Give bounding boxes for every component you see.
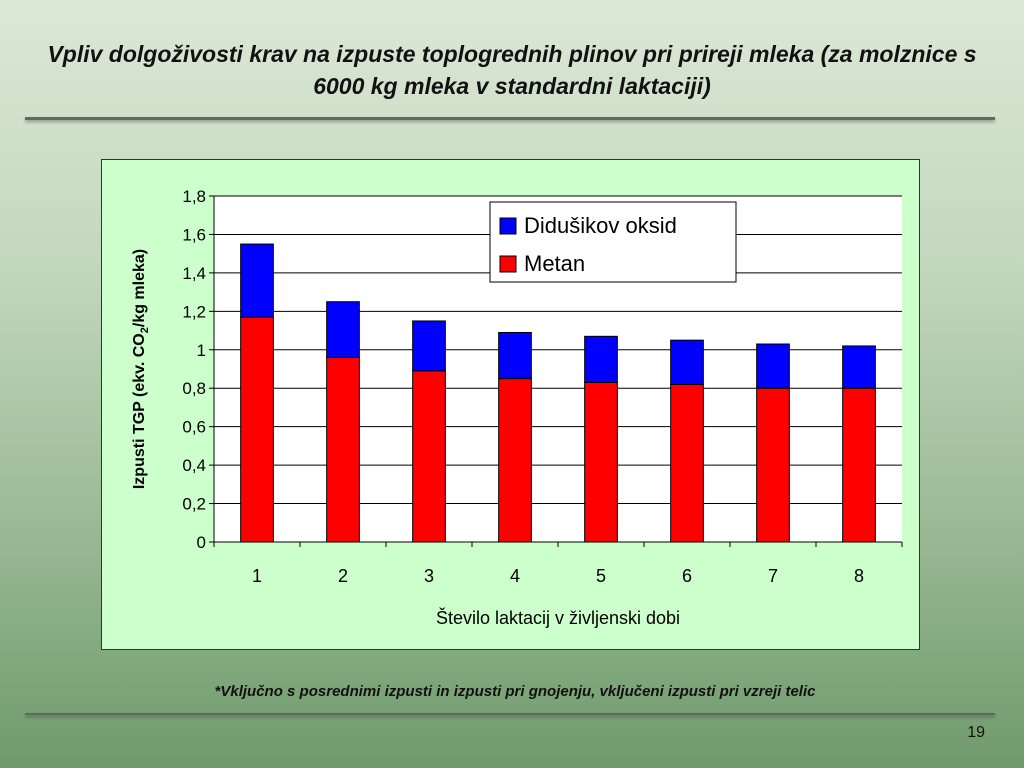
y-tick-label: 0,2 xyxy=(182,495,206,514)
bar-didu-ikov-oksid xyxy=(584,335,618,383)
x-tick-label: 4 xyxy=(510,566,520,586)
y-tick-label: 0,8 xyxy=(182,379,206,398)
slide-title: Vpliv dolgoživosti krav na izpuste toplo… xyxy=(47,41,977,99)
x-tick-label: 3 xyxy=(424,566,434,586)
bar-metan xyxy=(756,387,790,543)
footnote: *Vključno s posrednimi izpusti in izpust… xyxy=(214,683,816,700)
y-tick-label: 1,8 xyxy=(182,187,206,206)
title-divider xyxy=(25,117,995,120)
bar-didu-ikov-oksid xyxy=(670,339,704,385)
legend-box xyxy=(489,201,737,283)
x-tick-label: 2 xyxy=(338,566,348,586)
legend-swatch-metan xyxy=(499,255,517,273)
x-tick-label: 5 xyxy=(596,566,606,586)
bar-metan xyxy=(498,378,532,543)
y-axis-label-tail: /kg mleka) xyxy=(131,249,148,327)
bar-metan xyxy=(584,381,618,543)
bar-metan xyxy=(412,370,446,543)
legend-label: Didušikov oksid xyxy=(524,213,677,238)
y-tick-label: 0,6 xyxy=(182,418,206,437)
bar-didu-ikov-oksid xyxy=(498,331,532,380)
bar-didu-ikov-oksid xyxy=(756,343,790,389)
y-axis-label-main: Izpusti TGP (ekv. CO xyxy=(131,333,148,489)
footer-divider xyxy=(25,713,995,715)
bar-metan xyxy=(842,387,876,543)
x-tick-label: 7 xyxy=(768,566,778,586)
y-axis-label-subscript: 2 xyxy=(139,327,151,333)
y-tick-label: 1,2 xyxy=(182,302,206,321)
stacked-bar-chart: 0 0,2 0,4 0,6 0,8 1 1,2 1,4 1,6 1,8 1 2 3 4 5 6 7 8 Števil… xyxy=(131,187,903,628)
y-axis-label: Izpusti TGP (ekv. CO2/kg mleka) xyxy=(131,249,151,489)
page-number: 19 xyxy=(967,724,985,741)
legend-label: Metan xyxy=(524,251,585,276)
x-tick-label: 6 xyxy=(682,566,692,586)
bar-metan xyxy=(326,356,360,543)
y-tick-label: 0 xyxy=(197,533,206,552)
legend-swatch-didu-ikov-oksid xyxy=(499,217,517,235)
bar-didu-ikov-oksid xyxy=(326,301,360,358)
y-tick-label: 1 xyxy=(197,341,206,360)
bar-didu-ikov-oksid xyxy=(412,320,446,372)
x-tick-label: 1 xyxy=(252,566,262,586)
chart-area: 0 0,2 0,4 0,6 0,8 1 1,2 1,4 1,6 1,8 1 2 3 4 5 6 7 8 Števil… xyxy=(101,159,920,650)
x-axis-label: Število laktacij v življenski dobi xyxy=(436,607,680,628)
y-tick-label: 1,6 xyxy=(182,225,206,244)
x-tick-label: 8 xyxy=(854,566,864,586)
y-tick-label: 1,4 xyxy=(182,264,206,283)
y-tick-label: 0,4 xyxy=(182,456,206,475)
bar-didu-ikov-oksid xyxy=(842,345,876,389)
bar-didu-ikov-oksid xyxy=(240,243,274,318)
bar-metan xyxy=(240,316,274,543)
bar-metan xyxy=(670,383,704,543)
